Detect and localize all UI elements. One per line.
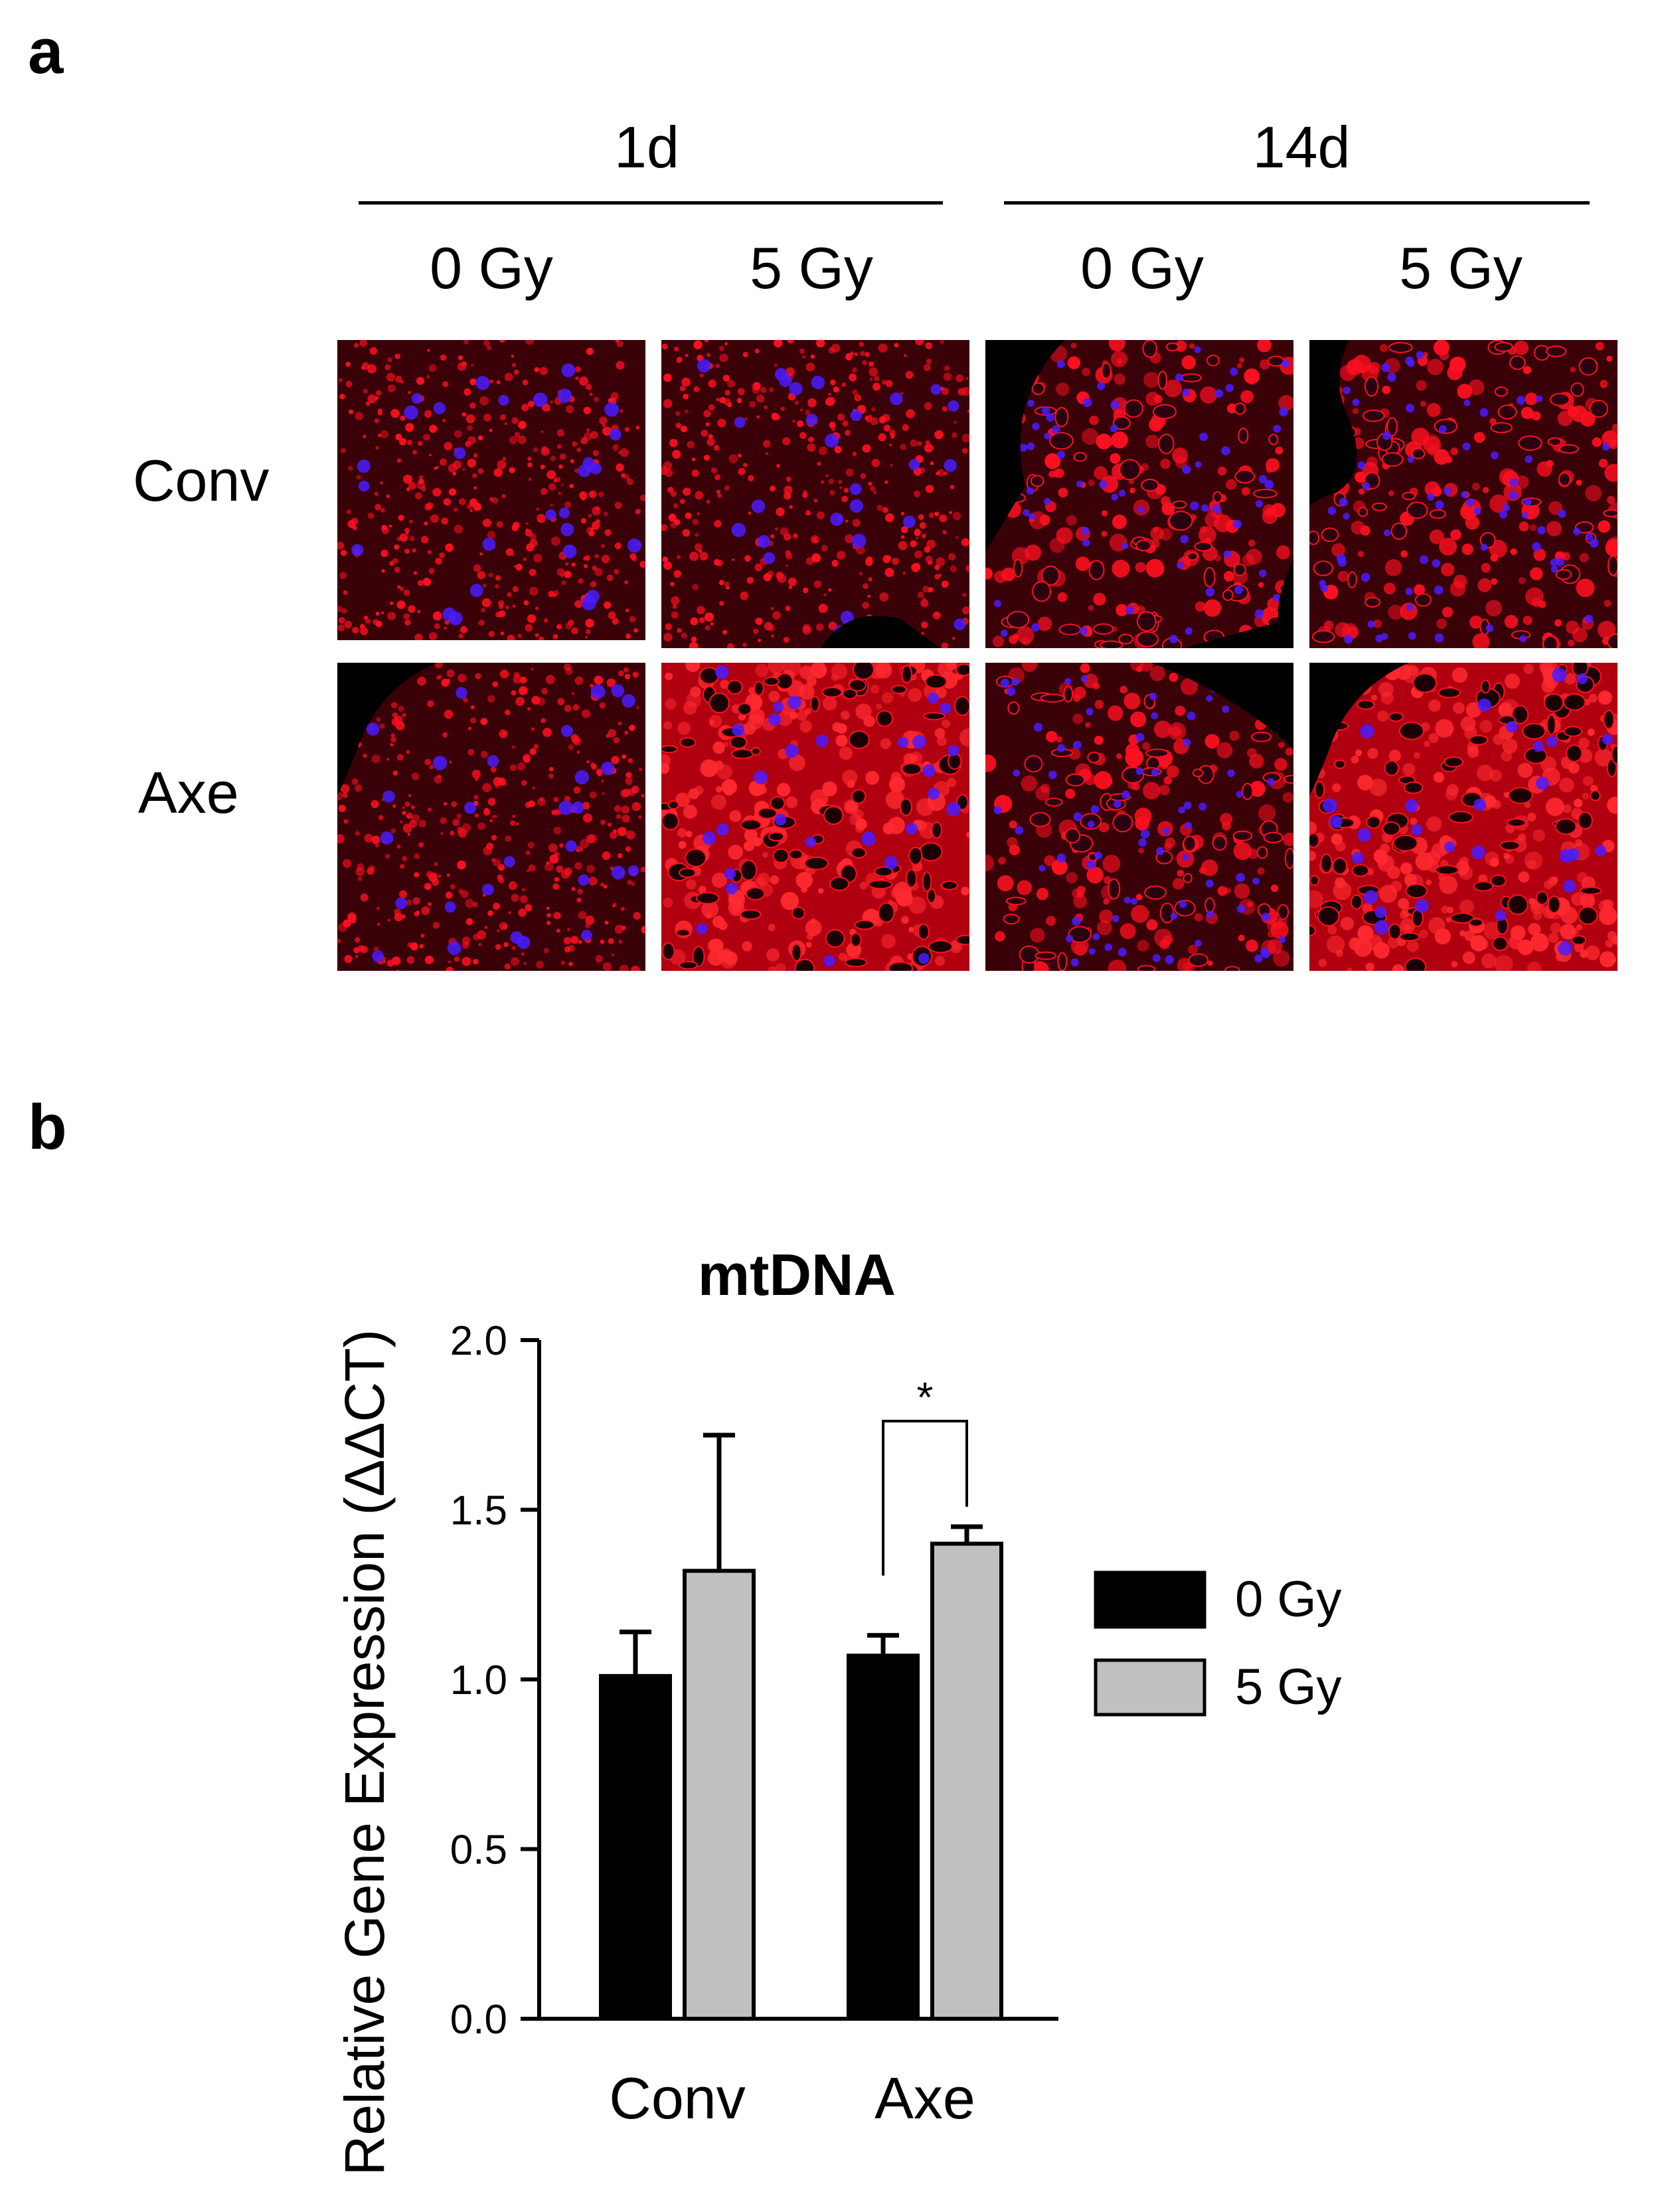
y-tick-label: 2.0 xyxy=(450,1318,507,1364)
bar-conv-5gy xyxy=(683,1569,756,2021)
y-tick-label: 0.5 xyxy=(450,1828,507,1873)
y-tick-label: 1.5 xyxy=(450,1488,507,1534)
legend-swatch xyxy=(1094,1658,1206,1717)
time-bracket-1d xyxy=(359,201,943,205)
panel-b-letter: b xyxy=(28,1092,67,1163)
dose-label-1d-0gy: 0 Gy xyxy=(430,235,553,301)
time-label-1d: 1d xyxy=(614,114,679,180)
time-bracket-14d xyxy=(1004,201,1590,205)
dose-label-14d-5gy: 5 Gy xyxy=(1399,235,1523,301)
legend-swatch xyxy=(1094,1571,1206,1629)
chart-title: mtDNA xyxy=(698,1242,896,1308)
micrograph-conv-1d-5gy xyxy=(661,340,969,648)
x-tick-label: Conv xyxy=(609,2065,745,2131)
micrograph-conv-14d-5gy xyxy=(1309,340,1618,648)
y-tick-label: 1.0 xyxy=(450,1658,507,1703)
micrograph-conv-14d-0gy xyxy=(985,340,1293,648)
micrograph-axe-14d-5gy xyxy=(1309,663,1618,971)
significance-label: * xyxy=(917,1373,934,1421)
micrograph-conv-1d-0gy xyxy=(337,340,645,648)
micrograph-axe-1d-0gy xyxy=(337,663,645,971)
y-axis-label: Relative Gene Expression (ΔΔCT) xyxy=(333,1329,396,2176)
micrograph-axe-14d-0gy xyxy=(985,663,1293,971)
bar-axe-5gy xyxy=(930,1541,1003,2021)
panel-a-letter: a xyxy=(28,16,64,87)
legend-label: 0 Gy xyxy=(1235,1571,1342,1628)
bar-conv-0gy xyxy=(599,1673,672,2021)
bar-chart: mtDNA Relative Gene Expression (ΔΔCT) 0.0 0… xyxy=(333,1242,1342,2176)
y-tick-label: 0.0 xyxy=(450,1997,507,2043)
dose-label-1d-5gy: 5 Gy xyxy=(750,235,873,301)
bar-axe-0gy xyxy=(847,1654,920,2021)
micrograph-axe-1d-5gy xyxy=(661,663,969,971)
legend-label: 5 Gy xyxy=(1235,1659,1342,1715)
dose-label-14d-0gy: 0 Gy xyxy=(1080,235,1204,301)
x-tick-label: Axe xyxy=(874,2065,975,2131)
significance-bracket xyxy=(882,1420,968,1576)
row-label-axe: Axe xyxy=(138,760,239,825)
row-label-conv: Conv xyxy=(133,448,270,513)
time-label-14d: 14d xyxy=(1252,114,1351,180)
